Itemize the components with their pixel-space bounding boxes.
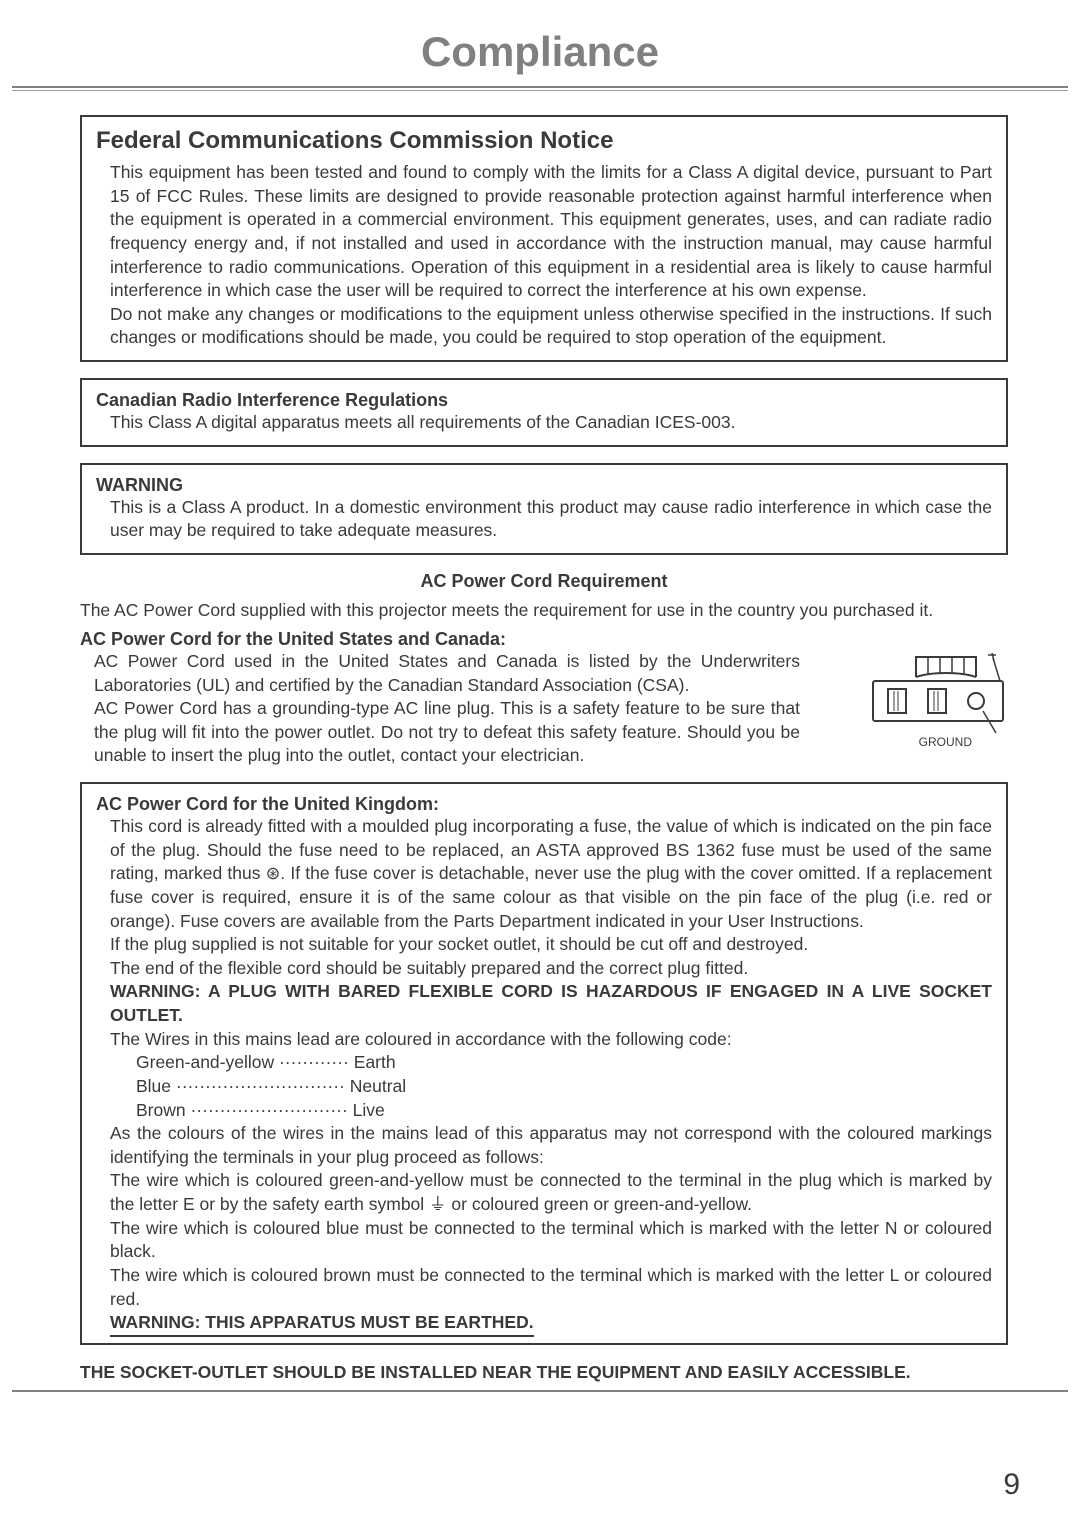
uk-body-3: The end of the flexible cord should be s… [110, 957, 992, 981]
wire-blue: Blue ····························· Neutr… [136, 1075, 992, 1099]
ground-label: GROUND [919, 735, 972, 749]
plug-icon [868, 653, 1008, 743]
fcc-box: Federal Communications Commission Notice… [80, 115, 1008, 362]
us-canada-heading: AC Power Cord for the United States and … [80, 629, 1008, 650]
canada-box: Canadian Radio Interference Regulations … [80, 378, 1008, 447]
uk-blue-wire: The wire which is coloured blue must be … [110, 1217, 992, 1264]
uk-wires-intro: The Wires in this mains lead are coloure… [110, 1028, 992, 1052]
fcc-body-2: Do not make any changes or modifications… [110, 303, 992, 350]
footer-warning: THE SOCKET-OUTLET SHOULD BE INSTALLED NE… [80, 1361, 1008, 1385]
fcc-body-1: This equipment has been tested and found… [110, 161, 992, 303]
uk-green-wire: The wire which is coloured green-and-yel… [110, 1169, 992, 1216]
warning-box: WARNING This is a Class A product. In a … [80, 463, 1008, 555]
uk-warning-2: WARNING: THIS APPARATUS MUST BE EARTHED. [110, 1311, 534, 1337]
uk-box: AC Power Cord for the United Kingdom: Th… [80, 782, 1008, 1345]
title-rule [12, 86, 1068, 88]
page-title: Compliance [0, 0, 1080, 86]
us-canada-body-2: AC Power Cord has a grounding-type AC li… [94, 697, 800, 768]
wire-brown: Brown ··························· Live [136, 1099, 992, 1123]
uk-heading: AC Power Cord for the United Kingdom: [96, 794, 992, 815]
wire-green: Green-and-yellow ············ Earth [136, 1051, 992, 1075]
bottom-rule [12, 1390, 1068, 1392]
uk-body-2: If the plug supplied is not suitable for… [110, 933, 992, 957]
canada-body: This Class A digital apparatus meets all… [110, 411, 992, 435]
power-cord-heading: AC Power Cord Requirement [80, 571, 1008, 592]
uk-warning-1: WARNING: A PLUG WITH BARED FLEXIBLE CORD… [110, 980, 992, 1027]
uk-body-1: This cord is already fitted with a mould… [110, 815, 992, 933]
uk-brown-wire: The wire which is coloured brown must be… [110, 1264, 992, 1311]
canada-heading: Canadian Radio Interference Regulations [96, 390, 992, 411]
fcc-heading: Federal Communications Commission Notice [96, 127, 992, 155]
us-canada-block: AC Power Cord for the United States and … [80, 629, 1008, 768]
content-area: Federal Communications Commission Notice… [0, 91, 1080, 1384]
uk-colours-body: As the colours of the wires in the mains… [110, 1122, 992, 1169]
page-number: 9 [1003, 1468, 1020, 1502]
power-cord-intro: The AC Power Cord supplied with this pro… [80, 600, 1008, 621]
us-canada-body-1: AC Power Cord used in the United States … [94, 650, 800, 697]
warning-heading: WARNING [96, 475, 992, 496]
warning-body: This is a Class A product. In a domestic… [110, 496, 992, 543]
